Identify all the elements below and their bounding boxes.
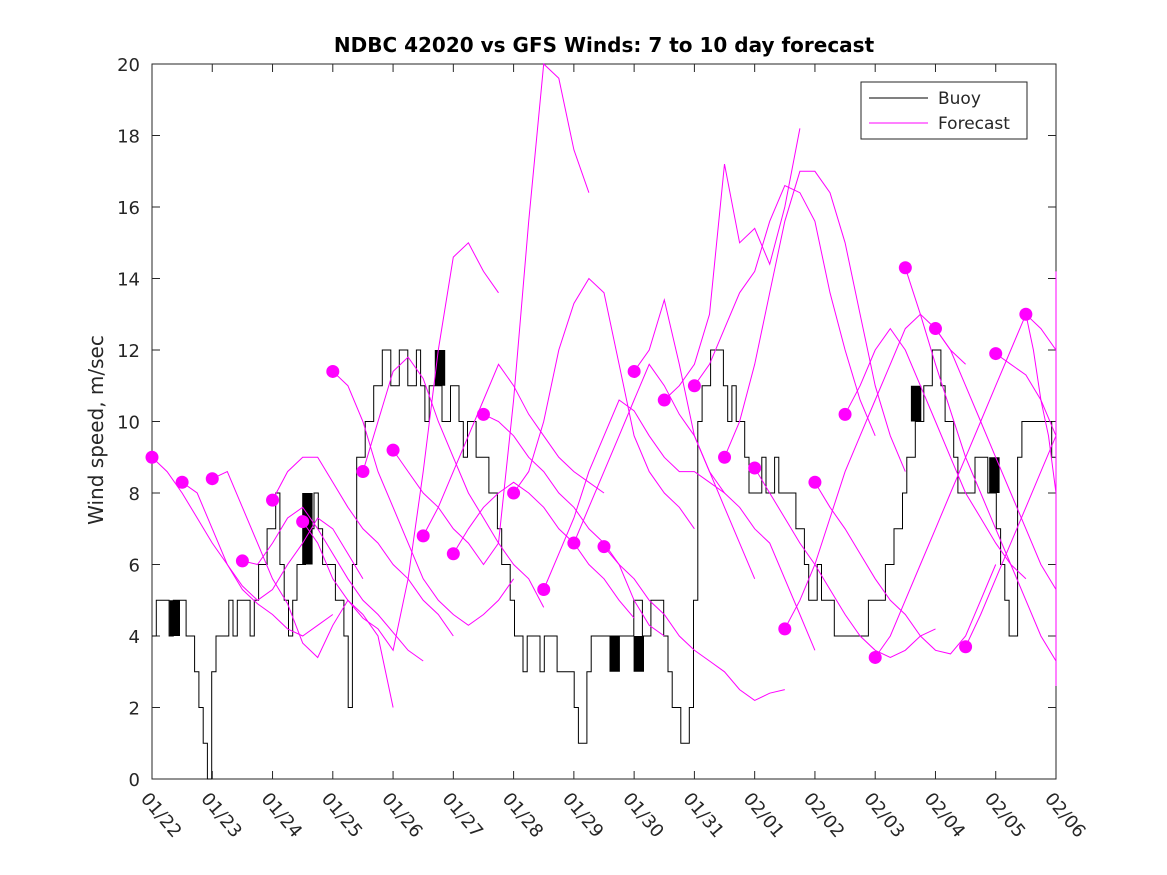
buoy-fluctuation [609, 635, 620, 672]
y-tick-label: 0 [129, 770, 140, 791]
forecast-start-point-11 [476, 407, 490, 421]
forecast-line-22 [814, 482, 997, 655]
legend-buoy-label: Buoy [938, 89, 981, 109]
buoy-fluctuation [989, 457, 1000, 494]
buoy-fluctuation [434, 349, 446, 386]
forecast-start-point-23 [838, 407, 852, 421]
forecast-line-19 [724, 170, 906, 472]
legend-forecast-label: Forecast [938, 114, 1010, 134]
forecast-line-17 [663, 128, 801, 401]
y-tick-label: 2 [129, 699, 140, 720]
forecast-start-point-0 [145, 450, 159, 464]
y-tick-label: 10 [117, 413, 140, 434]
forecast-line-0 [151, 456, 334, 637]
forecast-start-point-3 [235, 554, 249, 568]
forecast-line-15 [603, 546, 785, 701]
legend-box [860, 81, 1028, 140]
forecast-start-point-28 [989, 347, 1003, 361]
forecast-start-point-27 [959, 640, 973, 654]
forecast-start-point-25 [898, 261, 912, 275]
forecast-line-13 [543, 399, 725, 590]
forecast-start-point-21 [778, 622, 792, 636]
forecast-start-point-20 [748, 461, 762, 475]
forecast-line-11 [483, 413, 665, 637]
forecast-line-3 [242, 506, 424, 662]
forecast-line-6 [332, 371, 515, 626]
y-tick-label: 16 [117, 198, 140, 219]
forecast-line-8 [392, 62, 590, 566]
forecast-line-7 [362, 356, 545, 608]
y-tick-label: 12 [117, 341, 140, 362]
buoy-series-line [152, 349, 1056, 780]
y-tick-label: 8 [129, 484, 140, 505]
forecast-start-point-22 [808, 475, 822, 489]
y-tick-label: 6 [129, 556, 140, 577]
forecast-line-1 [181, 481, 364, 601]
y-tick-label: 14 [117, 270, 140, 291]
forecast-start-point-6 [326, 364, 340, 378]
forecast-start-point-18 [687, 379, 701, 393]
forecast-line-9 [422, 363, 605, 537]
forecast-line-20 [754, 467, 936, 659]
forecast-start-point-9 [416, 529, 430, 543]
forecast-line-10 [452, 481, 635, 619]
y-axis-label: Wind speed, m/sec [84, 335, 108, 525]
forecast-start-point-24 [868, 650, 882, 664]
y-tick-label: 20 [117, 55, 140, 76]
forecast-start-point-13 [537, 583, 551, 597]
forecast-start-point-15 [597, 540, 611, 554]
forecast-start-point-12 [507, 486, 521, 500]
forecast-start-point-2 [205, 472, 219, 486]
forecast-start-point-7 [356, 465, 370, 479]
forecast-line-23 [844, 327, 1027, 580]
buoy-fluctuation [169, 600, 180, 637]
forecast-start-point-26 [928, 322, 942, 336]
chart-title: NDBC 42020 vs GFS Winds: 7 to 10 day for… [334, 33, 875, 57]
forecast-start-point-5 [296, 515, 310, 529]
forecast-start-point-29 [1019, 307, 1033, 321]
forecast-start-point-14 [567, 536, 581, 550]
forecast-start-point-1 [175, 475, 189, 489]
forecast-line-12 [513, 277, 695, 530]
y-tick-label: 18 [117, 127, 140, 148]
forecast-line-18 [693, 184, 876, 436]
legend: Buoy Forecast [860, 81, 1028, 140]
y-tick-label: 4 [129, 627, 140, 648]
forecast-line-2 [212, 470, 394, 708]
forecast-start-point-10 [446, 547, 460, 561]
forecast-start-point-19 [718, 450, 732, 464]
forecast-line-5 [302, 241, 499, 652]
forecast-line-29 [1025, 271, 1057, 651]
forecast-start-point-8 [386, 443, 400, 457]
buoy-fluctuation [910, 385, 922, 422]
buoy-fluctuation [633, 635, 644, 672]
forecast-start-point-16 [627, 364, 641, 378]
forecast-line-14 [573, 363, 756, 579]
forecast-line-16 [633, 297, 816, 651]
forecast-start-point-4 [266, 493, 280, 507]
forecast-line-4 [272, 456, 454, 637]
forecast-start-point-17 [657, 393, 671, 407]
